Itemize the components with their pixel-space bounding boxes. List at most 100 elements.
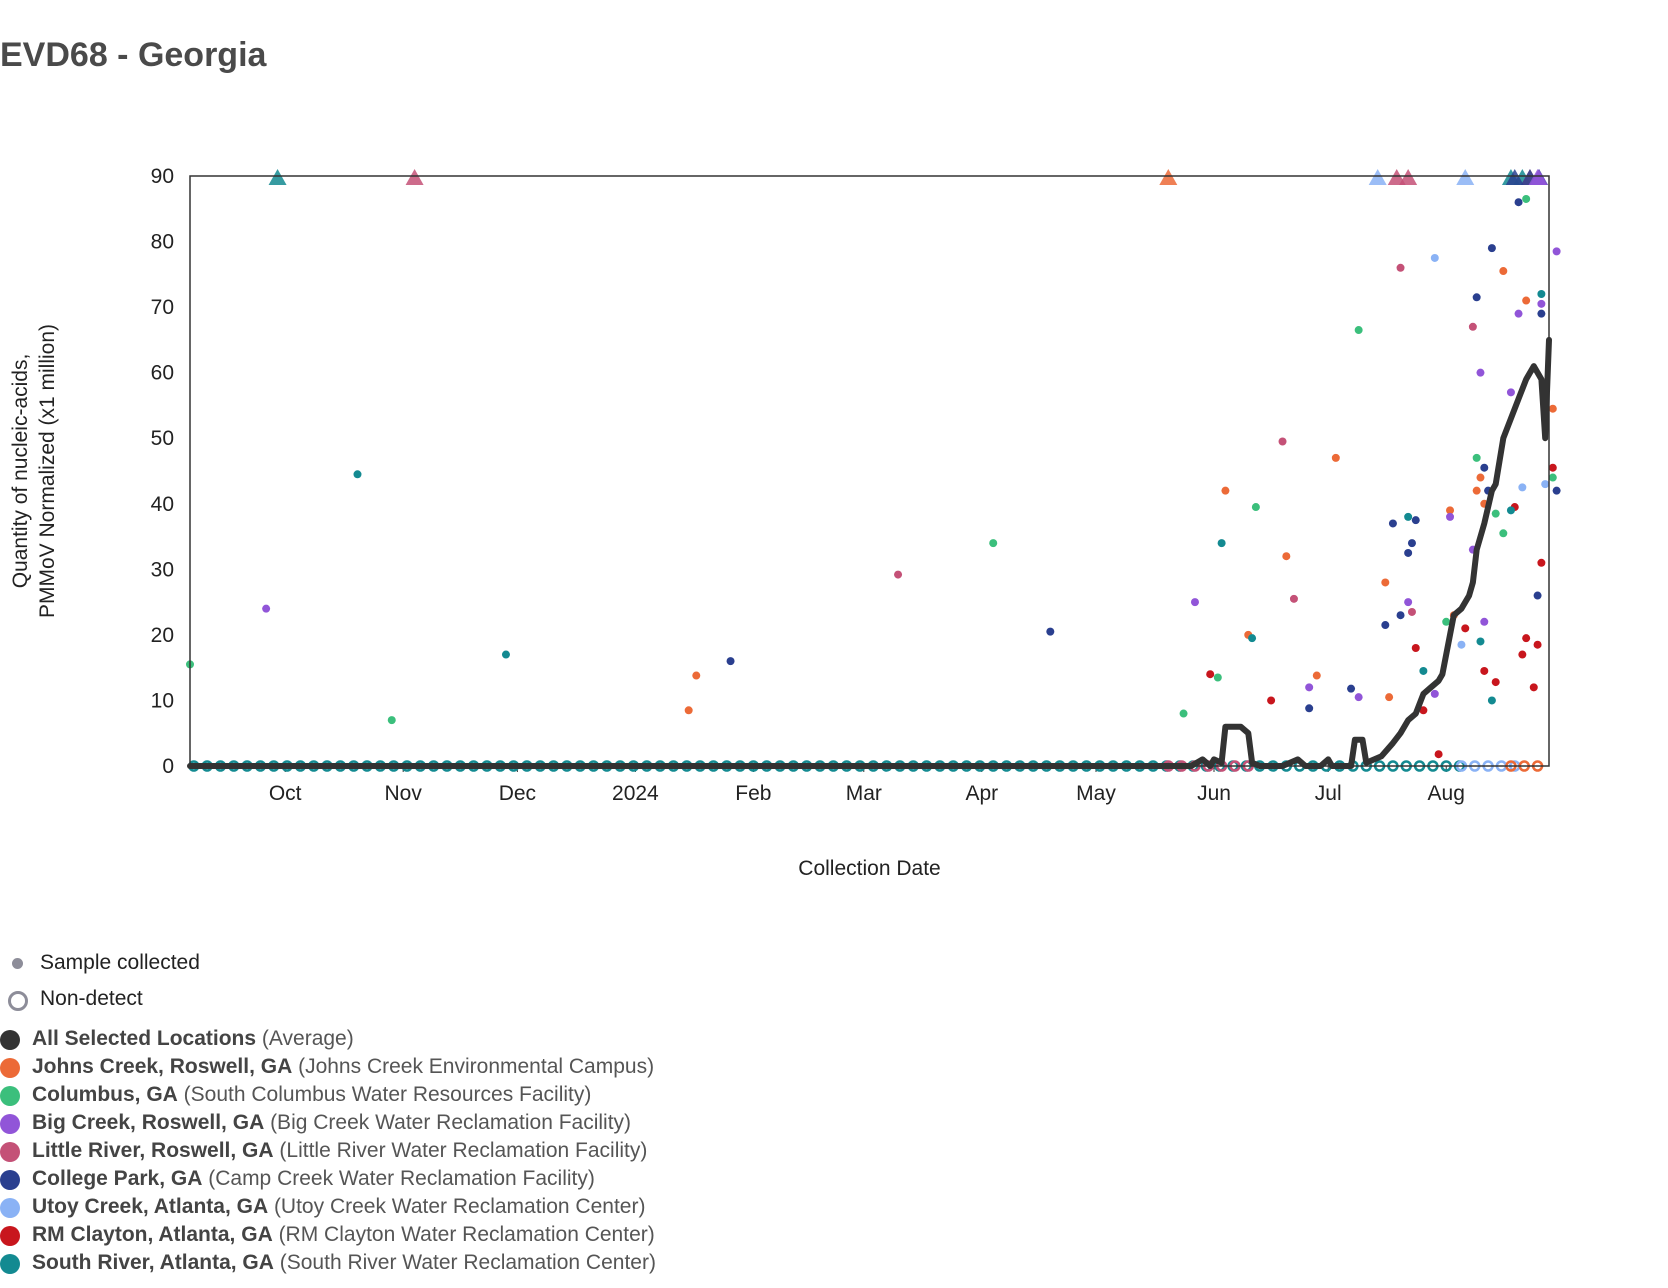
legend-location-item[interactable]: Big Creek, Roswell, GA (Big Creek Water … <box>0 1109 656 1137</box>
x-tick-label: Oct <box>269 782 302 805</box>
sample-point <box>1499 529 1508 538</box>
legend-sample-collected-label: Sample collected <box>40 951 200 974</box>
sample-point <box>1407 607 1416 616</box>
location-legend-list: All Selected Locations (Average) Johns Cr… <box>0 1025 656 1277</box>
sample-points <box>186 194 1561 759</box>
legend-location-item[interactable]: RM Clayton, Atlanta, GA (RM Clayton Wate… <box>0 1221 656 1249</box>
sample-point <box>1282 552 1291 561</box>
legend-color-dot-icon <box>0 1030 20 1050</box>
legend-color-dot-icon <box>0 1058 20 1078</box>
legend-color-dot-icon <box>0 1170 20 1190</box>
sample-point <box>1305 704 1314 713</box>
sample-point <box>1213 673 1222 682</box>
sample-point <box>1419 706 1428 715</box>
sample-point <box>1514 309 1523 318</box>
y-tick-label: 0 <box>162 755 174 778</box>
sample-point <box>1491 678 1500 687</box>
sample-point <box>1278 437 1287 446</box>
above-range-marker <box>1456 169 1475 185</box>
hollow-ring-icon <box>8 991 28 1011</box>
sample-point <box>353 470 362 479</box>
x-tick-label: 2024 <box>612 782 659 805</box>
legend-color-dot-icon <box>0 1198 20 1218</box>
sample-point <box>1533 591 1542 600</box>
sample-point <box>1430 689 1439 698</box>
sample-point <box>1388 519 1397 528</box>
legend-location-name: Johns Creek, Roswell, GA <box>32 1055 293 1078</box>
sample-point <box>1480 463 1489 472</box>
x-tick-label: Jul <box>1315 782 1342 805</box>
x-tick-label: Feb <box>735 782 771 805</box>
legend-color-dot-icon <box>0 1226 20 1246</box>
average-line <box>187 336 1552 769</box>
sample-point <box>1312 671 1321 680</box>
x-tick-label: Apr <box>965 782 998 805</box>
x-axis-label: Collection Date <box>798 857 940 880</box>
sample-point <box>1548 404 1557 413</box>
sample-point <box>1468 322 1477 331</box>
sample-point <box>1499 267 1508 276</box>
x-tick-label: Jun <box>1197 782 1231 805</box>
sample-point <box>1206 670 1215 679</box>
legend-location-name: Little River, Roswell, GA <box>32 1139 274 1162</box>
legend-color-dot-icon <box>0 1114 20 1134</box>
sample-point <box>1419 666 1428 675</box>
sample-point <box>1518 650 1527 659</box>
legend-non-detect[interactable]: Non-detect <box>0 981 656 1017</box>
sample-point <box>1457 640 1466 649</box>
sample-point <box>1411 516 1420 525</box>
legend-location-item[interactable]: South River, Atlanta, GA (South River Wa… <box>0 1249 656 1277</box>
legend-color-dot-icon <box>0 1142 20 1162</box>
legend-location-item[interactable]: All Selected Locations (Average) <box>0 1025 656 1053</box>
legend-location-item[interactable]: College Park, GA (Camp Creek Water Recla… <box>0 1165 656 1193</box>
sample-point <box>894 570 903 579</box>
sample-point <box>692 671 701 680</box>
sample-point <box>1522 634 1531 643</box>
sample-point <box>1347 684 1356 693</box>
y-tick-label: 20 <box>151 624 174 647</box>
sample-point <box>1396 263 1405 272</box>
y-axis-label-line2: PMMoV Normalized (x1 million) <box>36 324 59 618</box>
sample-point <box>1446 512 1455 521</box>
legend-location-site: (Average) <box>256 1027 354 1050</box>
chart-canvas: 0 10 20 30 40 50 60 70 80 90 Oct Nov Dec 2024 Feb Mar A… <box>9 165 1561 880</box>
legend-location-name: Utoy Creek, Atlanta, GA <box>32 1195 269 1218</box>
legend-location-site: (South River Water Reclamation Center) <box>273 1251 656 1274</box>
sample-point <box>1480 666 1489 675</box>
sample-point <box>1221 486 1230 495</box>
legend-location-site: (Little River Water Reclamation Facility… <box>273 1139 648 1162</box>
y-tick-label: 30 <box>151 558 174 581</box>
sample-point <box>1381 621 1390 630</box>
sample-point <box>1533 640 1542 649</box>
sample-point <box>1537 309 1546 318</box>
legend-location-item[interactable]: Utoy Creek, Atlanta, GA (Utoy Creek Wate… <box>0 1193 656 1221</box>
sample-point <box>726 657 735 666</box>
legend-location-name: RM Clayton, Atlanta, GA <box>32 1223 273 1246</box>
legend-sample-collected[interactable]: Sample collected <box>0 945 656 981</box>
sample-point <box>1430 253 1439 262</box>
legend-location-site: (Utoy Creek Water Reclamation Center) <box>268 1195 646 1218</box>
sample-point <box>1522 296 1531 305</box>
legend: Sample collected Non-detect All Selected… <box>0 945 656 1277</box>
y-axis-label-line1: Quantity of nucleic-acids, <box>9 354 32 589</box>
legend-location-site: (Camp Creek Water Reclamation Facility) <box>202 1167 595 1190</box>
sample-point <box>1537 299 1546 308</box>
sample-point <box>1190 598 1199 607</box>
legend-location-name: Columbus, GA <box>32 1083 178 1106</box>
above-range-marker <box>405 169 424 185</box>
legend-location-item[interactable]: Columbus, GA (South Columbus Water Resou… <box>0 1081 656 1109</box>
sample-point <box>1537 290 1546 298</box>
sample-point <box>1217 539 1226 548</box>
sample-point <box>262 604 271 613</box>
legend-location-item[interactable]: Little River, Roswell, GA (Little River … <box>0 1137 656 1165</box>
sample-point <box>1487 696 1496 705</box>
legend-location-name: All Selected Locations <box>32 1027 257 1050</box>
sample-point <box>1305 683 1314 692</box>
sample-point <box>1396 611 1405 620</box>
legend-location-site: (Big Creek Water Reclamation Facility) <box>264 1111 632 1134</box>
sample-point <box>1248 634 1257 643</box>
sample-point <box>1354 326 1363 335</box>
above-range-marker <box>1399 169 1418 185</box>
legend-location-item[interactable]: Johns Creek, Roswell, GA (Johns Creek En… <box>0 1053 656 1081</box>
x-tick-label: May <box>1076 782 1116 805</box>
